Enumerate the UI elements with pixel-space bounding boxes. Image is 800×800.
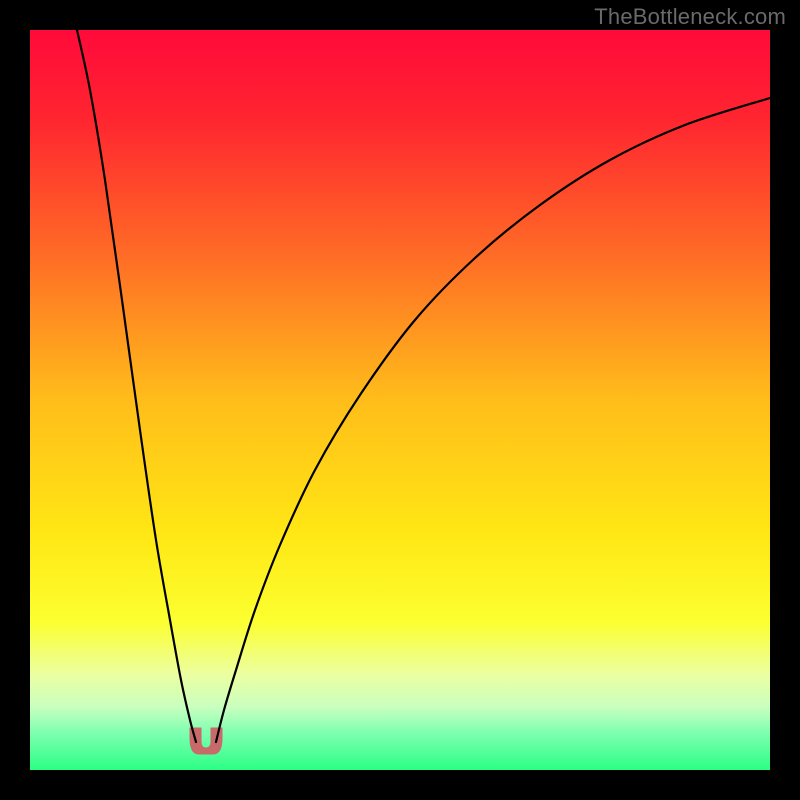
chart-frame: TheBottleneck.com	[0, 0, 800, 800]
bottleneck-chart-svg	[0, 0, 800, 800]
plot-background	[30, 30, 770, 770]
watermark-text: TheBottleneck.com	[594, 4, 786, 30]
